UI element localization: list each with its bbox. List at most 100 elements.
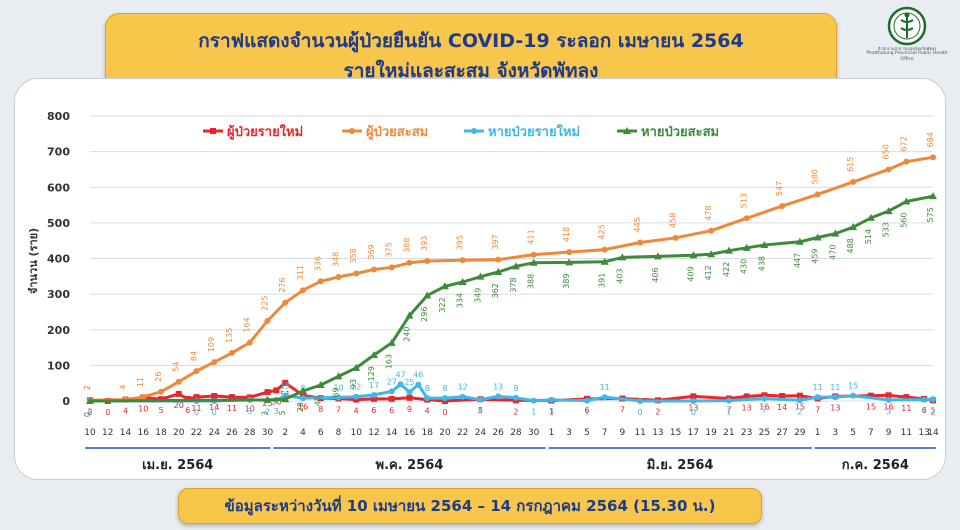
cumulative-recovered-point xyxy=(316,380,325,388)
cumulative-recovered-point xyxy=(263,395,272,403)
new-recovered-data-label: 4 xyxy=(922,407,927,416)
cumulative-recovered-data-label: 378 xyxy=(509,277,518,292)
new-cases-point xyxy=(743,393,750,400)
cumulative-recovered-data-label: 334 xyxy=(456,293,465,308)
cumulative-cases-data-label: 650 xyxy=(882,144,891,159)
x-tick-label: 30 xyxy=(262,428,274,438)
x-tick-label: 8 xyxy=(336,428,342,438)
new-recovered-data-label: 1 xyxy=(531,408,536,417)
new-cases-point xyxy=(282,379,289,386)
cumulative-cases-point xyxy=(406,259,413,266)
y-tick-label: 400 xyxy=(47,253,70,266)
x-tick-label: 14 xyxy=(120,428,132,438)
cumulative-recovered-point xyxy=(831,229,840,237)
new-recovered-data-label: 9 xyxy=(513,384,518,393)
x-tick-label: 7 xyxy=(602,428,608,438)
new-cases-point xyxy=(690,393,697,400)
x-tick-label: 1 xyxy=(815,428,821,438)
cumulative-cases-data-label: 311 xyxy=(296,265,305,280)
new-cases-data-label: 13 xyxy=(688,403,698,412)
new-cases-data-label: 2 xyxy=(513,407,518,416)
new-recovered-data-label: 15 xyxy=(848,382,858,391)
date-range-note: ข้อมูลระหว่างวันที่ 10 เมษายน 2564 – 14 … xyxy=(178,488,762,524)
new-recovered-data-label: 13 xyxy=(493,382,503,391)
cumulative-cases-point xyxy=(388,264,395,271)
new-recovered-data-label: 10 xyxy=(333,383,343,392)
new-cases-data-label: 5 xyxy=(158,406,163,415)
x-tick-label: 24 xyxy=(475,428,487,438)
cumulative-cases-point xyxy=(424,257,431,264)
new-cases-data-label: 6 xyxy=(371,406,376,415)
x-tick-label: 16 xyxy=(404,428,416,438)
cumulative-cases-point xyxy=(353,270,360,277)
cumulative-recovered-point xyxy=(281,395,290,403)
x-tick-label: 17 xyxy=(688,428,699,438)
new-recovered-data-label: 11 xyxy=(600,383,610,392)
legend-item-cumulative-recovered: หายป่วยสะสม xyxy=(617,125,719,140)
cumulative-cases-data-label: 11 xyxy=(136,377,145,387)
y-tick-labels: 0 100 200 300 400 500 600 700 800 xyxy=(47,110,70,408)
new-recovered-data-label: 1 xyxy=(584,408,589,417)
x-tick-label: 18 xyxy=(421,428,433,438)
new-cases-data-label: 11 xyxy=(901,404,911,413)
moph-logo: สำนักงานสาธารณสุขจังหวัดพัทลุง Phatthalu… xyxy=(862,6,952,72)
y-axis-label: จำนวน (ราย) xyxy=(27,228,40,294)
cumulative-cases-data-label: 4 xyxy=(118,384,127,389)
new-cases-data-label: 7 xyxy=(726,406,731,415)
cumulative-recovered-point xyxy=(565,258,574,266)
date-range-text: ข้อมูลระหว่างวันที่ 10 เมษายน 2564 – 14 … xyxy=(224,497,716,515)
new-recovered-data-label: 2 xyxy=(797,407,802,416)
cumulative-recovered-point xyxy=(298,387,307,395)
new-cases-data-label: 4 xyxy=(123,407,128,416)
cumulative-recovered-point xyxy=(866,213,875,221)
x-tick-label: 25 xyxy=(759,428,770,438)
cumulative-cases-data-label: 478 xyxy=(704,205,713,220)
new-recovered-data-label: 0 xyxy=(194,408,199,417)
new-recovered-data-label: 5 xyxy=(930,406,935,415)
x-tick-label: 3 xyxy=(833,428,839,438)
new-recovered-point xyxy=(335,394,342,401)
y-tick-label: 300 xyxy=(47,288,70,301)
legend-label: หายป่วยสะสม xyxy=(641,125,719,140)
new-recovered-point xyxy=(299,395,306,402)
cumulative-cases-point xyxy=(299,287,306,294)
x-tick-label: 5 xyxy=(584,428,590,438)
cumulative-cases-point xyxy=(530,251,537,258)
cumulative-cases-point xyxy=(246,339,253,346)
new-recovered-point xyxy=(512,394,519,401)
new-cases-data-label: 6 xyxy=(922,406,927,415)
cumulative-recovered-data-label: 0 xyxy=(83,412,92,417)
cumulative-recovered-point xyxy=(653,252,662,260)
new-recovered-point xyxy=(397,381,404,388)
legend-swatch-marker xyxy=(210,128,216,134)
cumulative-recovered-data-label: 575 xyxy=(926,207,935,222)
legend-swatch-marker xyxy=(349,128,355,134)
cumulative-cases-data-label: 225 xyxy=(260,296,269,311)
new-cases-point xyxy=(761,392,768,399)
cumulative-recovered-point xyxy=(529,258,538,266)
cumulative-cases-point xyxy=(495,256,502,263)
cumulative-cases-data-label: 358 xyxy=(349,248,358,263)
new-cases-data-label: 4 xyxy=(354,407,359,416)
new-cases-point xyxy=(796,392,803,399)
series-new-recovered: 0003231581012172747254688124139131110017… xyxy=(87,370,936,417)
new-recovered-point xyxy=(495,393,502,400)
cumulative-recovered-data-label: 163 xyxy=(385,354,394,369)
x-tick-label: 10 xyxy=(350,428,362,438)
logo-caption-en: Phatthalung Provincial Public Health Off… xyxy=(866,51,948,62)
new-cases-data-label: 20 xyxy=(174,401,184,410)
new-recovered-point xyxy=(885,396,892,403)
cumulative-cases-data-label: 348 xyxy=(331,252,340,267)
new-recovered-data-label: 2 xyxy=(265,407,270,416)
cumulative-cases-point xyxy=(885,166,892,173)
legend-item-cumulative-cases: ผู้ป่วยสะสม xyxy=(342,124,428,140)
new-cases-point xyxy=(228,394,235,401)
x-tick-label: 9 xyxy=(620,428,626,438)
cumulative-recovered-point xyxy=(795,237,804,245)
new-cases-data-label: 2 xyxy=(655,407,660,416)
cumulative-recovered-data-label: 322 xyxy=(438,297,447,312)
cumulative-recovered-point xyxy=(86,397,94,404)
new-recovered-data-label: 47 xyxy=(395,370,405,379)
x-tick-label: 28 xyxy=(244,428,256,438)
